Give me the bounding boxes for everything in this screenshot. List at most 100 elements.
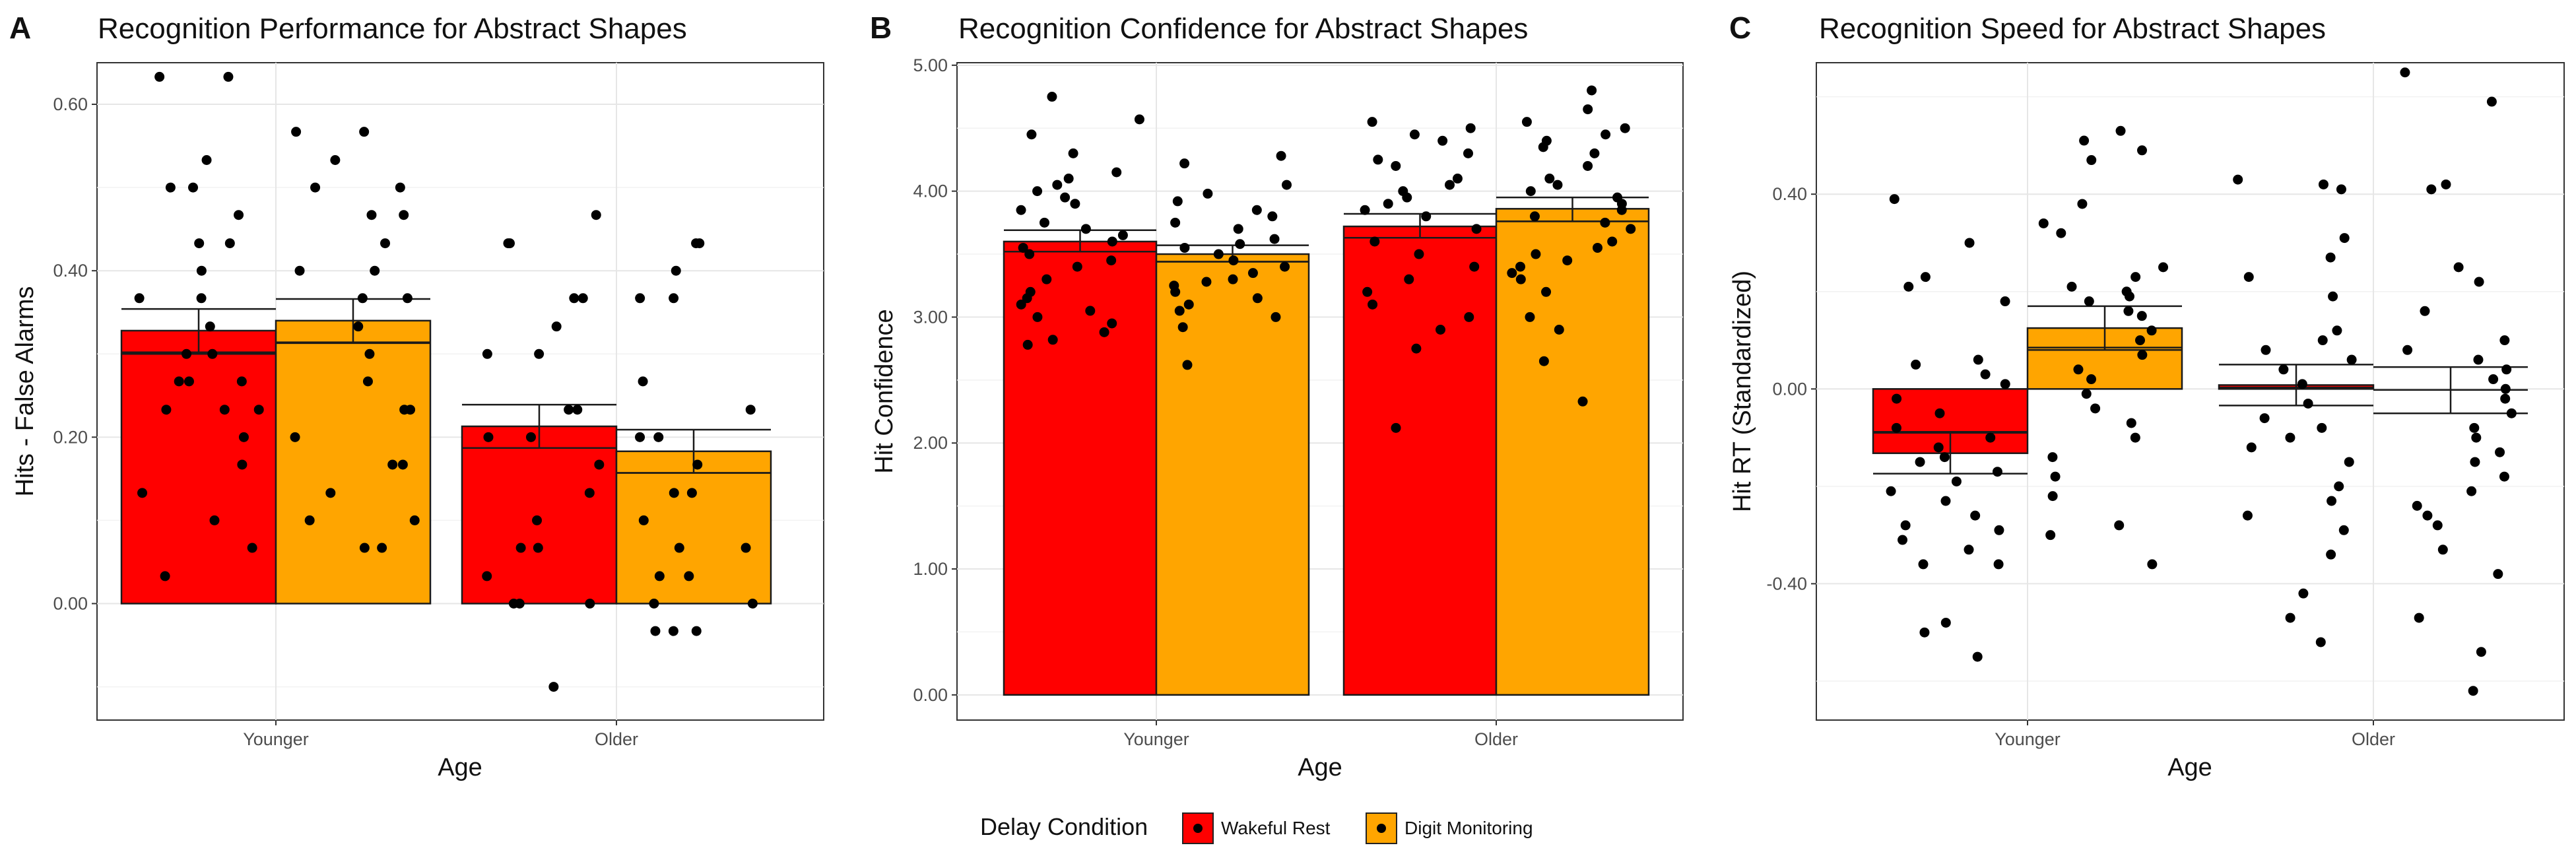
data-point	[2158, 262, 2169, 273]
x-tick-label: Older	[1474, 729, 1518, 749]
data-point	[357, 293, 368, 304]
data-point	[2073, 364, 2084, 375]
data-point	[2130, 272, 2141, 282]
panel-a: A Recognition Performance for Abstract S…	[9, 11, 824, 781]
data-point	[1911, 359, 1921, 370]
data-point	[1464, 312, 1474, 322]
data-point	[247, 543, 257, 553]
data-point	[1213, 249, 1224, 259]
bar-digit-monitoring-older	[1495, 208, 1650, 696]
data-point	[1041, 274, 1052, 284]
y-tick-label: 0.40	[1772, 184, 1807, 204]
legend-label-wakeful-rest: Wakeful Rest	[1221, 818, 1331, 838]
data-point	[2466, 486, 2477, 496]
data-point	[2297, 379, 2307, 389]
data-point	[1411, 343, 1422, 354]
data-point	[2495, 447, 2505, 457]
data-point	[2233, 174, 2243, 185]
data-point	[2426, 184, 2437, 195]
data-point	[2317, 422, 2327, 433]
y-tick-label: 5.00	[913, 55, 948, 75]
data-point	[362, 376, 373, 387]
bar-digit-monitoring-older	[615, 450, 772, 605]
data-point	[205, 321, 215, 332]
data-point	[1404, 274, 1414, 284]
data-point	[2471, 432, 2482, 443]
data-point	[2000, 296, 2010, 307]
data-point	[2327, 496, 2337, 506]
data-point	[1903, 281, 1914, 292]
data-point	[2317, 335, 2328, 346]
data-point	[395, 182, 405, 193]
data-point	[482, 348, 492, 359]
data-point	[2506, 408, 2517, 418]
data-point	[1409, 129, 1420, 140]
data-point	[1117, 230, 1128, 240]
y-tick-label: 0.60	[53, 94, 88, 114]
bar-wakeful-rest-younger	[1003, 240, 1158, 696]
data-point	[2468, 686, 2478, 696]
data-point	[1577, 396, 1588, 407]
data-point	[1972, 651, 1983, 662]
data-point	[2488, 374, 2499, 385]
data-point	[1247, 268, 1258, 279]
panel-c-title: Recognition Speed for Abstract Shapes	[1819, 13, 2326, 45]
data-point	[551, 321, 562, 332]
data-point	[638, 376, 648, 387]
data-point	[1032, 186, 1043, 197]
data-point	[1940, 617, 1951, 628]
data-point	[691, 626, 702, 636]
data-point	[649, 598, 659, 609]
data-point	[2130, 432, 2140, 443]
legend-title: Delay Condition	[980, 813, 1148, 840]
data-point	[2147, 559, 2158, 570]
y-tick-label: 1.00	[913, 559, 948, 579]
data-point	[2334, 481, 2344, 492]
data-point	[532, 515, 543, 525]
panel-a-label: A	[9, 11, 31, 45]
data-point	[2278, 364, 2289, 375]
data-point	[2402, 345, 2413, 355]
data-point	[638, 515, 649, 525]
data-point	[2285, 432, 2295, 443]
legend-item-wakeful-rest: Wakeful Rest	[1182, 812, 1331, 844]
data-point	[310, 182, 321, 193]
panel-c-y-axis-label: Hit RT (Standardized)	[1729, 271, 1756, 512]
data-point	[182, 348, 192, 359]
panel-b-marks: 0.00 1.00 2.00 3.00 4.00 5.00 Younger Older	[913, 55, 1683, 749]
data-point	[1993, 559, 2004, 570]
data-point	[2344, 457, 2354, 467]
data-point	[399, 405, 410, 415]
data-point	[234, 210, 244, 220]
data-point	[1016, 299, 1026, 310]
data-point	[2303, 398, 2313, 409]
data-point	[1538, 356, 1549, 366]
data-point	[654, 571, 665, 581]
data-point	[370, 265, 380, 276]
data-point	[1934, 408, 1945, 418]
data-point	[2326, 549, 2336, 560]
panel-c-x-axis-label: Age	[2167, 754, 2212, 781]
data-point	[1063, 174, 1074, 184]
data-point	[2086, 155, 2097, 166]
data-point	[1515, 261, 1525, 272]
data-point	[2476, 647, 2486, 657]
data-point	[1515, 274, 1526, 284]
data-point	[2500, 383, 2511, 394]
data-point	[1939, 452, 1950, 463]
data-point	[2470, 457, 2480, 467]
data-point	[2453, 262, 2464, 273]
data-point	[196, 293, 207, 304]
data-point	[1465, 123, 1476, 133]
data-point	[2045, 530, 2056, 541]
data-point	[1032, 312, 1043, 322]
data-point	[1552, 180, 1563, 190]
data-point	[669, 293, 679, 304]
data-point	[1235, 239, 1245, 249]
data-point	[1471, 224, 1482, 234]
data-point	[2115, 125, 2126, 136]
data-point	[1964, 545, 1974, 555]
data-point	[1994, 525, 2004, 535]
data-point	[165, 182, 176, 193]
data-point	[2243, 272, 2254, 282]
